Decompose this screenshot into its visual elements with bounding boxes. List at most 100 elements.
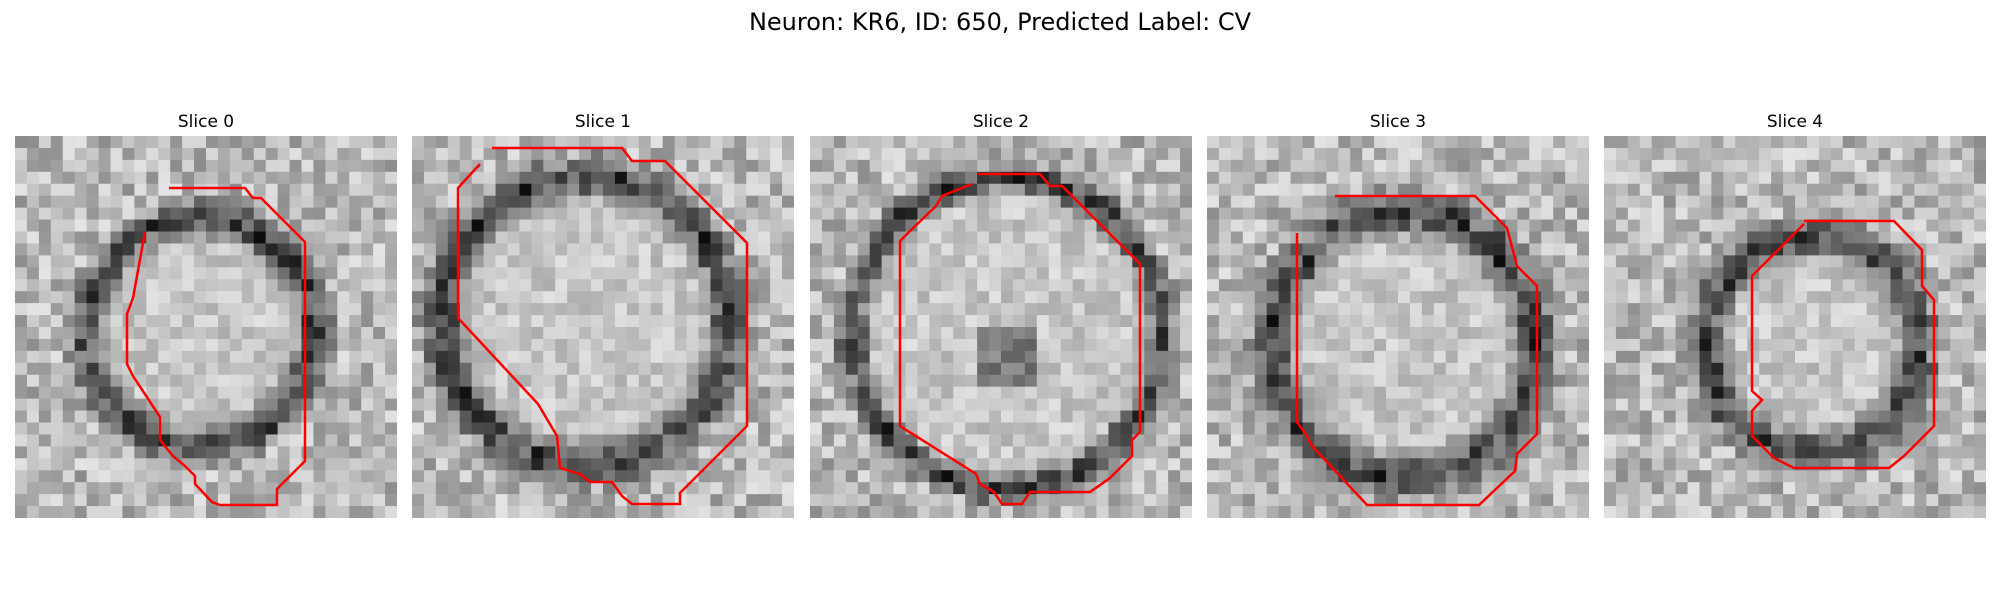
pixel	[1096, 159, 1109, 173]
pixel	[1314, 195, 1327, 209]
pixel	[158, 279, 171, 292]
pixel	[977, 338, 990, 352]
pixel	[1747, 434, 1760, 447]
pixel	[146, 303, 159, 316]
pixel	[1505, 291, 1518, 304]
pixel	[1974, 398, 1986, 412]
pixel	[1409, 327, 1423, 340]
pixel	[1421, 494, 1435, 507]
pixel	[385, 470, 397, 483]
pixel	[1577, 291, 1589, 304]
pixel	[1314, 183, 1327, 197]
pixel	[821, 159, 835, 173]
pixel	[579, 458, 592, 471]
pixel	[543, 398, 556, 412]
pixel	[423, 183, 437, 197]
pixel	[1060, 231, 1074, 244]
pixel	[1675, 398, 1689, 412]
pixel	[638, 350, 652, 364]
pixel	[1120, 183, 1133, 197]
pixel	[845, 171, 859, 185]
pixel	[845, 458, 859, 471]
pixel	[1469, 267, 1483, 280]
pixel	[1266, 303, 1280, 316]
pixel	[1517, 327, 1530, 340]
pixel	[1036, 243, 1050, 256]
pixel	[857, 255, 871, 268]
pixel	[182, 303, 195, 316]
pixel	[1445, 267, 1459, 280]
pixel	[782, 291, 794, 304]
pixel	[483, 482, 497, 495]
pixel	[349, 171, 362, 185]
pixel	[1374, 434, 1387, 447]
pixel	[1386, 303, 1399, 316]
pixel	[1517, 386, 1530, 400]
pixel	[917, 147, 930, 161]
pixel	[435, 279, 449, 292]
pixel	[1120, 482, 1133, 495]
pixel	[1529, 207, 1542, 221]
pixel	[977, 231, 990, 244]
pixel	[385, 195, 397, 209]
pixel	[241, 434, 255, 447]
pixel	[206, 291, 219, 304]
pixel	[170, 494, 183, 507]
pixel	[1711, 434, 1724, 447]
pixel	[1962, 303, 1975, 316]
pixel	[1771, 434, 1784, 447]
pixel	[881, 255, 895, 268]
pixel	[1854, 159, 1868, 173]
pixel	[917, 267, 930, 280]
pixel	[674, 195, 688, 209]
pixel	[229, 195, 243, 209]
pixel	[349, 303, 362, 316]
pixel	[1421, 458, 1435, 471]
pixel	[1433, 267, 1447, 280]
pixel	[1663, 362, 1677, 376]
pixel	[810, 171, 823, 185]
pixel	[1386, 362, 1399, 376]
pixel	[1604, 398, 1617, 412]
pixel	[301, 147, 314, 161]
pixel	[1795, 136, 1808, 149]
pixel	[170, 482, 183, 495]
pixel	[1144, 494, 1157, 507]
pixel	[674, 303, 688, 316]
pixel	[1108, 398, 1121, 412]
pixel	[1302, 195, 1315, 209]
pixel	[459, 494, 473, 507]
pixel	[1421, 303, 1435, 316]
pixel	[253, 171, 267, 185]
pixel	[1180, 171, 1192, 185]
pixel	[15, 315, 28, 328]
pixel	[1445, 315, 1459, 328]
pixel	[229, 458, 243, 471]
pixel	[1505, 362, 1518, 376]
pixel	[483, 338, 497, 352]
pixel	[146, 434, 159, 447]
pixel	[674, 482, 688, 495]
pixel	[507, 183, 520, 197]
pixel	[337, 291, 350, 304]
pixel	[845, 303, 859, 316]
pixel	[385, 494, 397, 507]
pixel	[1938, 255, 1951, 268]
pixel	[1230, 195, 1244, 209]
pixel	[869, 171, 883, 185]
pixel	[1902, 374, 1915, 388]
pixel	[146, 279, 159, 292]
pixel	[217, 136, 231, 149]
pixel	[965, 279, 978, 292]
pixel	[349, 494, 362, 507]
pixel	[965, 255, 978, 268]
pixel	[810, 398, 823, 412]
pixel	[1168, 494, 1181, 507]
pixel	[1314, 494, 1327, 507]
pixel	[301, 398, 314, 412]
pixel	[1926, 398, 1939, 412]
pixel	[194, 159, 207, 173]
pixel	[1938, 207, 1951, 221]
pixel	[1577, 327, 1589, 340]
pixel	[158, 219, 171, 232]
